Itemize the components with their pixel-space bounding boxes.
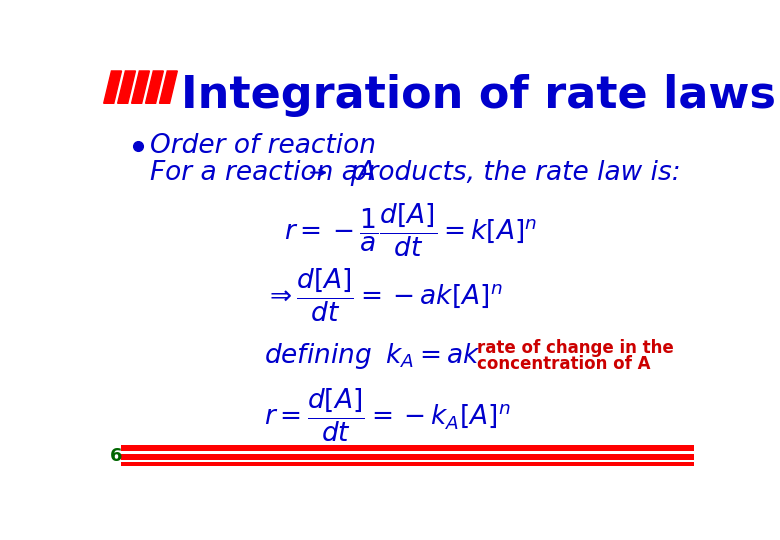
Bar xyxy=(121,452,694,455)
Text: concentration of A: concentration of A xyxy=(477,355,651,373)
Polygon shape xyxy=(159,71,177,103)
Text: products, the rate law is:: products, the rate law is: xyxy=(334,160,680,186)
Text: Order of reaction: Order of reaction xyxy=(151,133,376,159)
Polygon shape xyxy=(132,71,150,103)
Text: $defining \;\; k_A = ak$: $defining \;\; k_A = ak$ xyxy=(264,341,480,371)
Text: 6: 6 xyxy=(110,447,122,465)
Polygon shape xyxy=(146,71,163,103)
Text: $r = -\dfrac{1}{a}\dfrac{d[A]}{dt} = k[A]^n$: $r = -\dfrac{1}{a}\dfrac{d[A]}{dt} = k[A… xyxy=(283,202,537,259)
Text: Integration of rate laws: Integration of rate laws xyxy=(181,74,776,117)
Text: $\Rightarrow \dfrac{d[A]}{dt} = -ak[A]^n$: $\Rightarrow \dfrac{d[A]}{dt} = -ak[A]^n… xyxy=(264,267,502,325)
Polygon shape xyxy=(104,71,122,103)
Bar xyxy=(121,462,694,466)
Text: rate of change in the: rate of change in the xyxy=(477,339,674,357)
Bar xyxy=(121,445,694,450)
Text: $r = \dfrac{d[A]}{dt} = -k_A[A]^n$: $r = \dfrac{d[A]}{dt} = -k_A[A]^n$ xyxy=(264,387,511,444)
Bar xyxy=(121,455,694,460)
Text: For a reaction aA: For a reaction aA xyxy=(151,160,376,186)
Bar xyxy=(121,460,694,462)
Polygon shape xyxy=(118,71,136,103)
